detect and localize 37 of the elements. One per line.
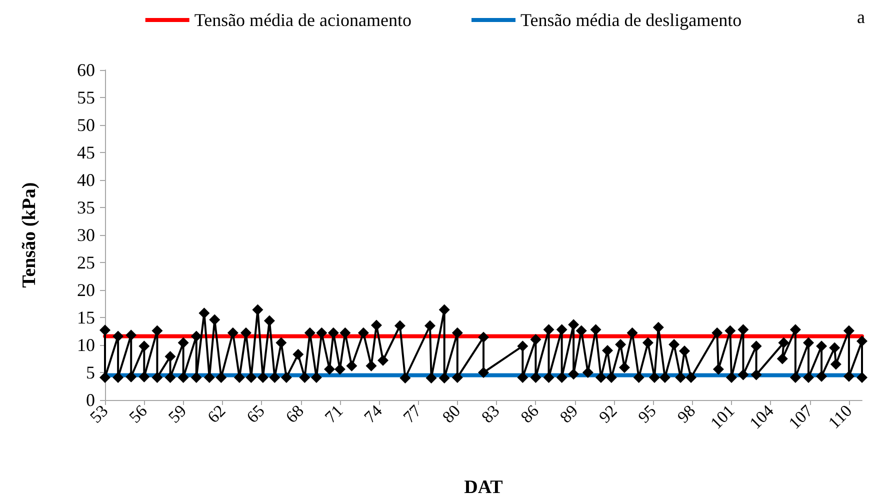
x-tick-label: 107 [785,401,817,433]
legend-label: Tensão média de desligamento [520,10,742,30]
y-tick-label: 5 [86,362,95,382]
x-tick-label: 101 [706,401,738,433]
x-tick-label: 74 [360,400,386,427]
x-tick-label: 110 [824,401,856,432]
text: a [857,7,866,27]
y-tick-label: 10 [77,335,95,355]
y-tick-label: 40 [77,170,95,190]
y-tick-label: 15 [77,308,95,328]
x-tick-label: 56 [125,401,151,427]
x-tick-label: 89 [556,401,582,427]
y-tick-label: 0 [86,390,95,410]
x-axis-title: DAT [464,477,504,498]
y-tick-label: 30 [77,225,95,245]
x-tick-label: 59 [164,401,190,427]
x-tick-label: 92 [595,401,621,427]
y-axis-title: Tensão (kPa) [19,182,40,288]
y-tick-label: 45 [77,142,95,162]
x-tick-label: 65 [242,401,268,427]
x-tick-label: 80 [438,401,464,427]
y-tick-label: 55 [77,88,95,108]
y-tick-label: 50 [77,115,95,135]
y-tick-label: 20 [77,280,95,300]
x-tick-label: 71 [321,401,347,427]
y-tick-label: 60 [77,60,95,80]
x-tick-label: 83 [478,401,504,427]
x-tick-label: 68 [282,401,308,427]
x-tick-label: 104 [746,400,778,433]
x-tick-label: 98 [674,401,700,427]
x-tick-label: 62 [204,401,230,427]
x-tick-label: 95 [634,401,660,427]
x-tick-label: 86 [516,401,542,427]
x-tick-label: 77 [400,401,425,427]
legend-label: Tensão média de acionamento [194,10,412,30]
y-tick-label: 35 [77,198,95,218]
y-tick-label: 25 [77,252,95,272]
